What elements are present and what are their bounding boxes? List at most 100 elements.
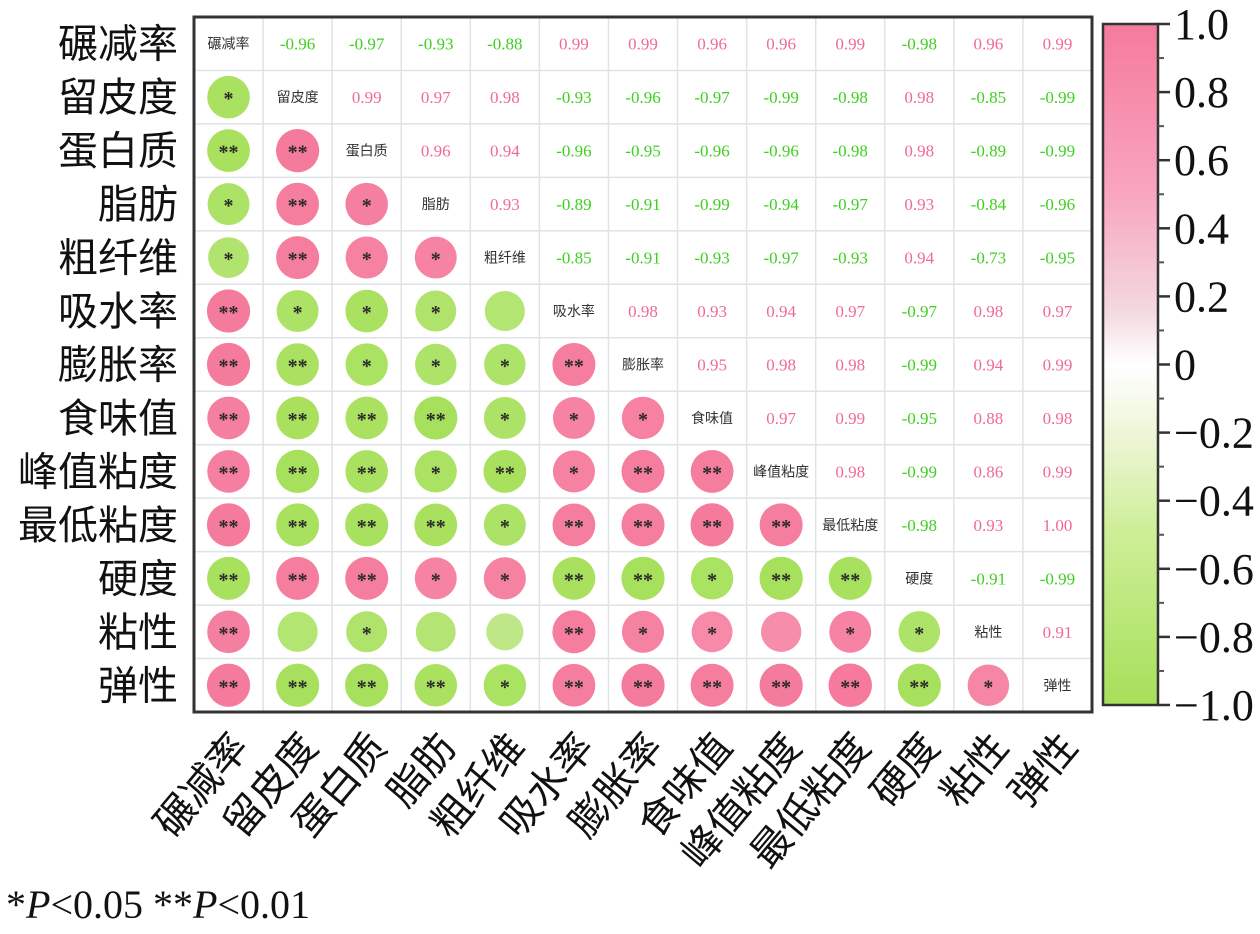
significance-mark: * [500, 676, 510, 698]
significance-mark: ** [357, 462, 377, 484]
diagonal-label: 最低粘度 [822, 518, 878, 534]
significance-mark: ** [426, 409, 446, 431]
diagonal-label: 留皮度 [277, 90, 319, 106]
coefficient-label: 0.93 [697, 302, 727, 321]
significance-mark: * [569, 409, 579, 431]
significance-mark: ** [288, 676, 308, 698]
coefficient-label: -0.89 [971, 142, 1006, 161]
significance-mark: ** [357, 569, 377, 591]
diagonal-label: 膨胀率 [622, 357, 664, 374]
correlation-circle [276, 290, 319, 332]
colorbar-tick-label: 0.4 [1174, 204, 1229, 253]
significance-mark: * [638, 623, 648, 645]
significance-mark: ** [564, 356, 584, 378]
colorbar-tick-label: 0.8 [1174, 68, 1229, 117]
column-label: 硬度 [862, 725, 949, 816]
correlation-circle [486, 613, 524, 651]
footnote-cond-2: <0.01 [217, 882, 310, 927]
significance-mark: * [983, 676, 993, 698]
row-label: 硬度 [98, 556, 178, 602]
significance-mark: ** [219, 569, 239, 591]
significance-mark: ** [288, 356, 308, 378]
diagonal-label: 吸水率 [553, 303, 595, 320]
coefficient-label: -0.99 [1040, 569, 1075, 588]
correlation-circle [690, 557, 734, 600]
correlation-circle [690, 450, 734, 493]
correlation-circle [345, 289, 388, 333]
coefficient-label: -0.98 [902, 516, 937, 535]
coefficient-label: -0.85 [556, 249, 591, 268]
coefficient-label: 0.96 [421, 142, 451, 161]
colorbar-tick-label: 0 [1174, 341, 1196, 390]
correlation-circle [621, 449, 665, 493]
significance-mark: ** [633, 462, 653, 484]
significance-mark: ** [288, 409, 308, 431]
coefficient-label: 0.88 [974, 409, 1004, 428]
coefficient-label: 0.98 [974, 302, 1004, 321]
significance-mark: ** [564, 569, 584, 591]
correlation-circle [483, 450, 527, 493]
correlation-circle [483, 557, 526, 600]
correlation-circle [690, 503, 734, 547]
correlation-circle [414, 450, 457, 493]
significance-mark: * [362, 195, 372, 217]
significance-mark: ** [357, 516, 377, 538]
significance-mark: ** [288, 142, 308, 164]
colorbar-gradient [1101, 22, 1160, 707]
coefficient-label: 0.94 [904, 249, 934, 268]
diagonal-label: 蛋白质 [346, 144, 388, 160]
correlation-circle [414, 503, 458, 547]
significance-mark: ** [909, 676, 929, 698]
footnote-star-2: ** [153, 882, 193, 927]
correlation-circle [898, 611, 941, 653]
diagonal-label: 食味值 [691, 410, 733, 427]
row-label: 膨胀率 [58, 343, 178, 389]
coefficient-label: -0.95 [902, 409, 937, 428]
significance-mark: ** [633, 676, 653, 698]
heatmap-grid [192, 15, 1094, 714]
significance-mark: ** [840, 676, 860, 698]
significance-mark: ** [495, 462, 515, 484]
significance-mark: ** [219, 409, 239, 431]
significance-mark: ** [426, 676, 446, 698]
coefficient-label: 0.94 [490, 142, 520, 161]
significance-mark: * [224, 88, 234, 110]
row-label: 食味值 [58, 396, 178, 442]
significance-mark: * [707, 569, 717, 591]
correlation-circle [759, 503, 803, 547]
correlation-circle [414, 396, 458, 440]
correlation-circle [207, 396, 250, 440]
coefficient-label: 0.96 [974, 35, 1004, 54]
colorbar-tick-label: −0.4 [1174, 477, 1254, 526]
significance-mark: ** [357, 676, 377, 698]
correlation-circle [206, 663, 251, 707]
colorbar-tick-label: −1.0 [1174, 681, 1254, 730]
coefficient-label: -0.99 [694, 195, 729, 214]
correlation-circle [207, 129, 250, 173]
coefficient-label: -0.93 [418, 35, 453, 54]
correlation-circle [345, 396, 388, 440]
row-label: 留皮度 [58, 75, 178, 121]
correlation-circle [414, 236, 457, 279]
coefficient-label: -0.85 [971, 88, 1006, 107]
coefficient-label: 0.97 [835, 302, 865, 321]
correlation-circle [206, 289, 251, 333]
correlation-circle [761, 611, 802, 652]
significance-mark: * [431, 249, 441, 271]
significance-mark: * [431, 569, 441, 591]
coefficient-label: 0.91 [1043, 623, 1073, 642]
colorbar-tick-label: 0.6 [1174, 136, 1229, 185]
significance-mark: ** [564, 623, 584, 645]
correlation-circle [691, 611, 733, 653]
coefficient-label: 0.98 [490, 88, 520, 107]
significance-mark: * [362, 623, 372, 645]
significance-mark: * [431, 302, 441, 324]
significance-mark: ** [771, 569, 791, 591]
significance-mark: ** [288, 249, 308, 271]
coefficient-label: 0.99 [352, 88, 382, 107]
correlation-circle [829, 610, 872, 653]
coefficient-label: -0.98 [833, 88, 868, 107]
correlation-circle [621, 396, 665, 440]
